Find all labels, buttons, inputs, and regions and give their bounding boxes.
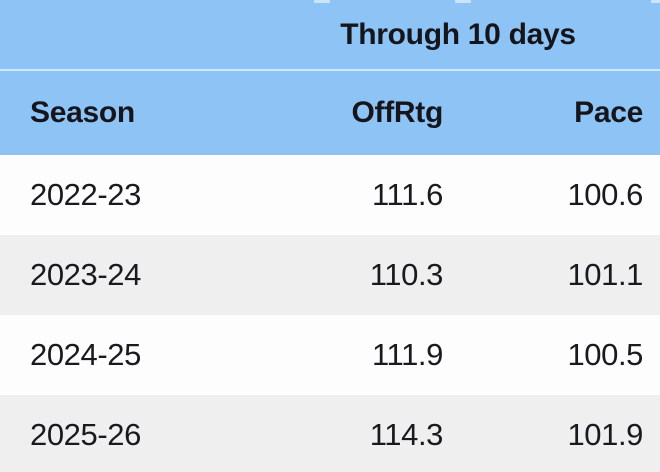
group-header-title: Through 10 days	[230, 0, 660, 71]
table-row: 2025-26 114.3 101.9	[0, 395, 660, 472]
table-row: 2024-25 111.9 100.5	[0, 315, 660, 395]
column-header-offrtg: OffRtg	[230, 70, 460, 155]
offrtg-cell: 111.9	[372, 337, 443, 372]
group-header-spacer	[0, 0, 230, 71]
table-header: Through 10 days Season OffRtg Pace	[0, 0, 660, 155]
pace-cell: 101.1	[567, 257, 644, 292]
season-cell: 2024-25	[30, 337, 141, 372]
group-header-row: Through 10 days	[0, 0, 660, 71]
column-header-season: Season	[0, 70, 230, 155]
season-cell: 2023-24	[30, 257, 141, 292]
pace-cell: 101.9	[567, 417, 644, 452]
pace-cell: 100.5	[567, 337, 644, 372]
offrtg-cell: 111.6	[372, 177, 443, 212]
table-row: 2023-24 110.3 101.1	[0, 235, 660, 315]
season-cell: 2022-23	[30, 177, 141, 212]
pace-cell: 100.6	[567, 177, 644, 212]
season-cell: 2025-26	[30, 417, 141, 452]
offrtg-cell: 110.3	[369, 257, 444, 292]
table-body: 2022-23 111.6 100.6 2023-24 110.3 101.1 …	[0, 155, 660, 472]
column-header-row: Season OffRtg Pace	[0, 70, 660, 155]
offrtg-cell: 114.3	[369, 417, 444, 452]
column-header-pace: Pace	[460, 70, 660, 155]
table-row: 2022-23 111.6 100.6	[0, 155, 660, 235]
